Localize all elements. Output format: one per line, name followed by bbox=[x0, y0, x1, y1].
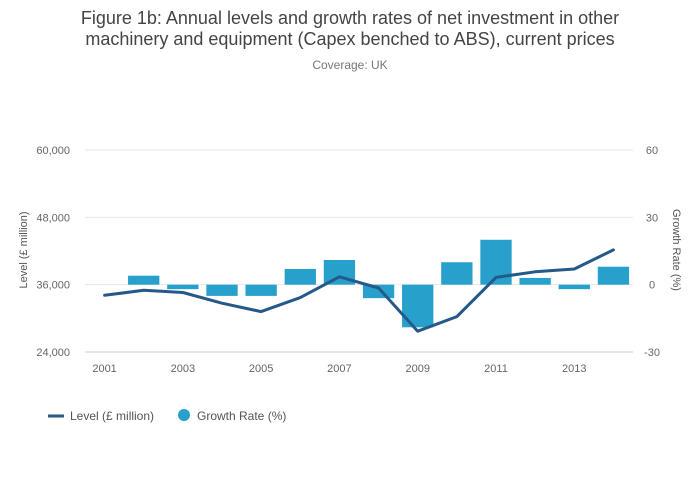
growth-rate-bar bbox=[519, 277, 551, 285]
legend-label-level: Level (£ million) bbox=[70, 409, 154, 423]
growth-rate-bar bbox=[245, 284, 277, 296]
legend-circle-swatch bbox=[178, 409, 190, 421]
growth-rate-bar bbox=[558, 284, 590, 290]
level-line bbox=[103, 248, 615, 333]
chart-title-line-2: machinery and equipment (Capex benched t… bbox=[85, 29, 614, 49]
growth-rate-bar bbox=[167, 284, 199, 290]
left-y-tick-label: 36,000 bbox=[36, 280, 70, 292]
right-axis-title: Growth Rate (%) bbox=[670, 209, 682, 291]
x-tick-label: 2013 bbox=[562, 363, 586, 375]
left-axis-title: Level (£ million) bbox=[18, 211, 30, 288]
level-line-layer bbox=[103, 248, 615, 333]
growth-rate-bar bbox=[441, 262, 473, 285]
x-tick-label: 2007 bbox=[327, 363, 351, 375]
chart-subtitle: Coverage: UK bbox=[312, 58, 387, 72]
right-y-tick-label: -30 bbox=[644, 347, 660, 359]
right-y-tick-label: 0 bbox=[649, 280, 655, 292]
growth-rate-bars bbox=[128, 239, 630, 328]
right-y-tick-label: 30 bbox=[646, 212, 658, 224]
growth-rate-bar bbox=[128, 275, 160, 285]
legend-label-growth-rate: Growth Rate (%) bbox=[197, 409, 286, 423]
growth-rate-bar bbox=[284, 268, 316, 285]
gridlines bbox=[85, 149, 633, 353]
left-y-tick-label: 48,000 bbox=[36, 212, 70, 224]
growth-rate-bar bbox=[206, 284, 238, 296]
left-y-tick-label: 60,000 bbox=[36, 145, 70, 157]
x-tick-label: 2011 bbox=[484, 363, 508, 375]
left-y-tick-label: 24,000 bbox=[36, 347, 70, 359]
chart-title-line-1: Figure 1b: Annual levels and growth rate… bbox=[81, 8, 619, 28]
right-y-tick-label: 60 bbox=[646, 145, 658, 157]
x-tick-label: 2001 bbox=[92, 363, 116, 375]
growth-rate-bar bbox=[597, 266, 630, 285]
x-tick-label: 2005 bbox=[249, 363, 273, 375]
x-tick-label: 2003 bbox=[171, 363, 195, 375]
x-tick-label: 2009 bbox=[405, 363, 429, 375]
axes: 24,000 36,000 48,000 60,000 -30 0 30 60 2001 2003… bbox=[36, 145, 660, 375]
legend: Level (£ million) Growth Rate (%) bbox=[48, 409, 286, 423]
